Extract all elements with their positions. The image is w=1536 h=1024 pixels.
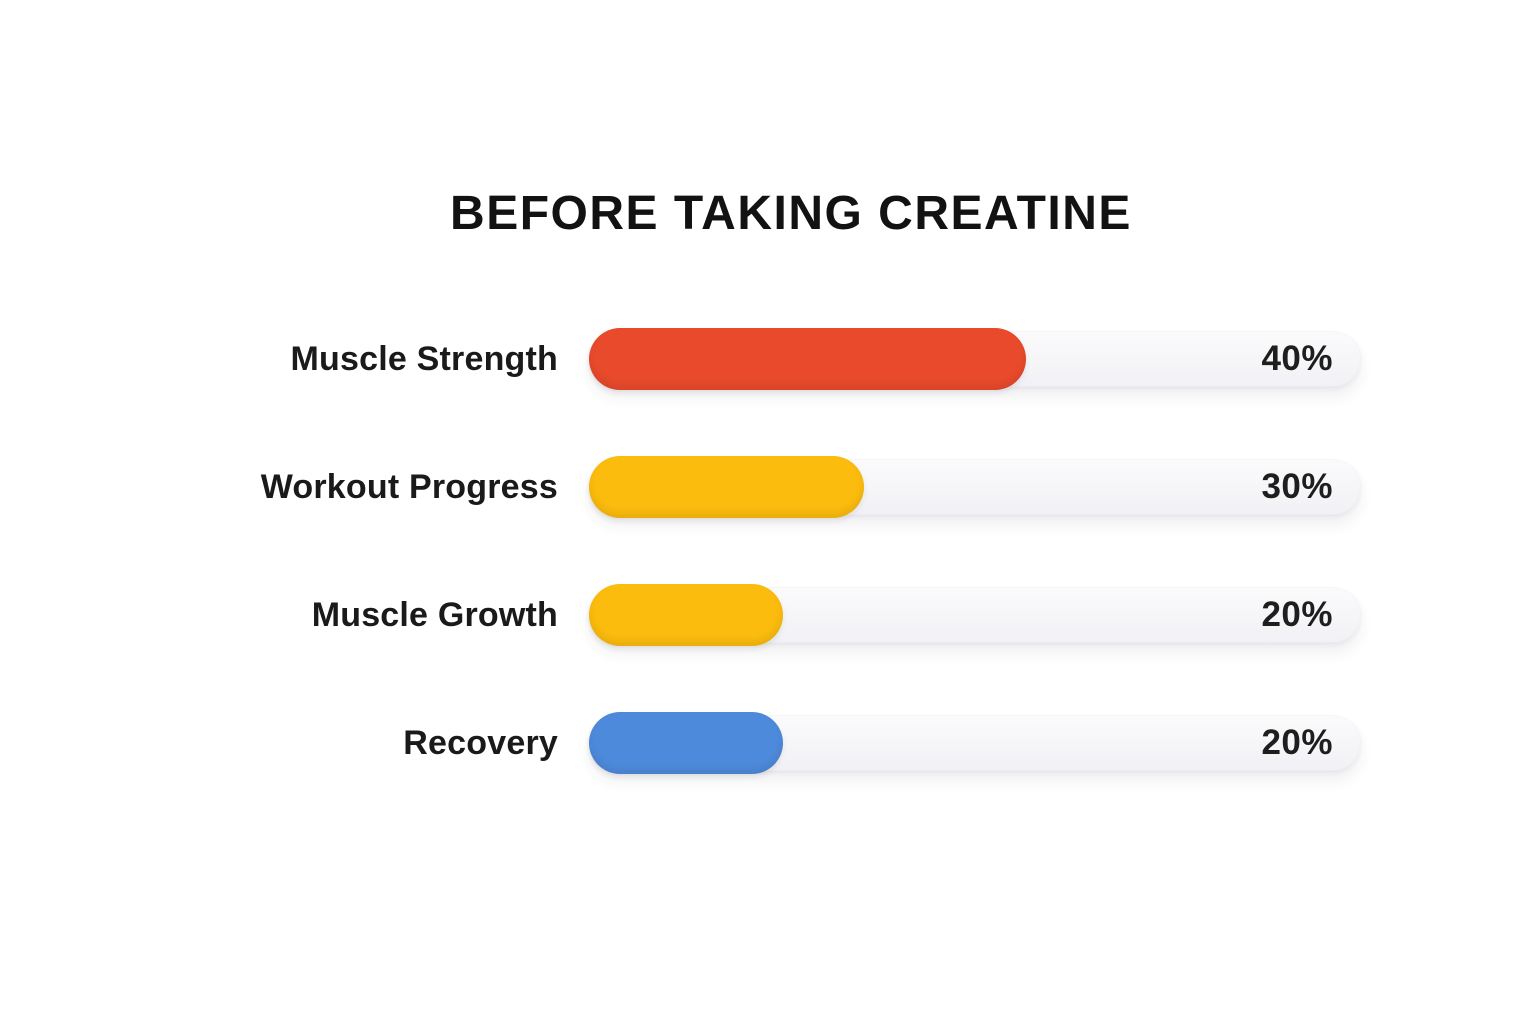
bar-track: 20% [589,584,1361,646]
value-label: 20% [1261,723,1333,762]
bar-fill-muscle-growth [589,584,783,646]
category-label: Workout Progress [260,467,558,506]
value-label: 20% [1261,595,1333,634]
bar-fill-recovery [589,712,783,774]
bar-track: 40% [589,328,1361,390]
bar-track: 20% [589,712,1361,774]
bar-track: 30% [589,456,1361,518]
bar-row-recovery: Recovery 20% [218,712,1364,774]
chart-title: BEFORE TAKING CREATINE [450,187,1132,240]
value-label: 30% [1261,467,1333,506]
bar-chart: BEFORE TAKING CREATINE Muscle Strength 4… [218,0,1364,1024]
category-label: Muscle Strength [290,339,558,378]
value-label: 40% [1261,339,1333,378]
bar-row-muscle-growth: Muscle Growth 20% [218,584,1364,646]
bar-row-workout-progress: Workout Progress 30% [218,456,1364,518]
bar-fill-muscle-strength [589,328,1026,390]
category-label: Recovery [403,723,558,762]
category-label: Muscle Growth [311,595,558,634]
bar-fill-workout-progress [589,456,864,518]
bar-row-muscle-strength: Muscle Strength 40% [218,328,1364,390]
